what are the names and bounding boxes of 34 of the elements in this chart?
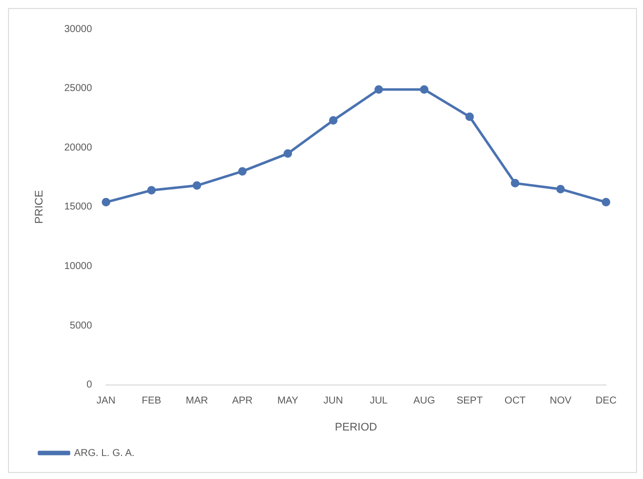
x-tick-label: APR bbox=[232, 396, 253, 407]
x-tick-label: NOV bbox=[550, 396, 572, 407]
point bbox=[192, 181, 202, 190]
point bbox=[102, 198, 110, 206]
y-tick-label: 30000 bbox=[64, 24, 92, 35]
x-tick-label: AUG bbox=[413, 396, 436, 407]
point bbox=[465, 112, 474, 122]
x-tick-label: FEB bbox=[142, 396, 162, 407]
point bbox=[284, 149, 292, 158]
x-tick-label: JAN bbox=[96, 396, 116, 407]
point bbox=[147, 186, 156, 195]
point bbox=[420, 85, 428, 94]
y-tick-label: 0 bbox=[86, 380, 92, 391]
y-tick-label: 5000 bbox=[70, 320, 92, 332]
y-tick-label: 15000 bbox=[64, 202, 92, 213]
x-tick-label: MAY bbox=[277, 396, 299, 407]
point bbox=[602, 198, 610, 206]
x-tick-label: MAR bbox=[186, 396, 208, 407]
legend-label: ARG. L. G. A. bbox=[74, 448, 135, 459]
y-axis-title: PRICE bbox=[34, 190, 46, 224]
y-tick-label: 20000 bbox=[64, 142, 92, 154]
x-tick-label: OCT bbox=[504, 396, 526, 407]
x-tick-label: SEPT bbox=[456, 396, 483, 407]
point bbox=[510, 178, 520, 188]
point bbox=[374, 85, 383, 94]
x-tick-label: JUN bbox=[324, 396, 344, 407]
point bbox=[238, 167, 247, 176]
x-axis-title: PERIOD bbox=[334, 421, 378, 434]
y-tick-label: 10000 bbox=[64, 260, 92, 272]
point bbox=[329, 116, 338, 125]
x-tick-label: DEC bbox=[595, 396, 617, 407]
y-tick-label: 25000 bbox=[64, 83, 92, 94]
point bbox=[556, 184, 565, 194]
x-tick-label: JUL bbox=[370, 396, 388, 407]
